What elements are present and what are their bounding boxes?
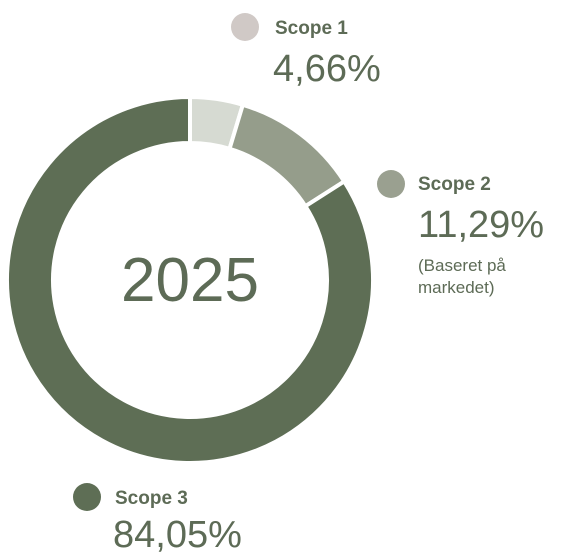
center-label: 2025 — [121, 246, 259, 315]
legend-label: Scope 3 — [115, 488, 188, 509]
legend-dot — [231, 13, 259, 41]
value-label: 11,29% — [418, 204, 545, 246]
annotation: (Baseret på markedet) — [418, 256, 506, 297]
value-label: 84,05% — [113, 514, 242, 556]
value-label: 4,66% — [273, 48, 381, 90]
legend-dot — [73, 483, 101, 511]
legend-label: Scope 2 — [418, 174, 491, 195]
legend-label: Scope 1 — [275, 18, 348, 39]
legend-dot — [377, 170, 405, 198]
donut-segment — [5, 95, 375, 465]
